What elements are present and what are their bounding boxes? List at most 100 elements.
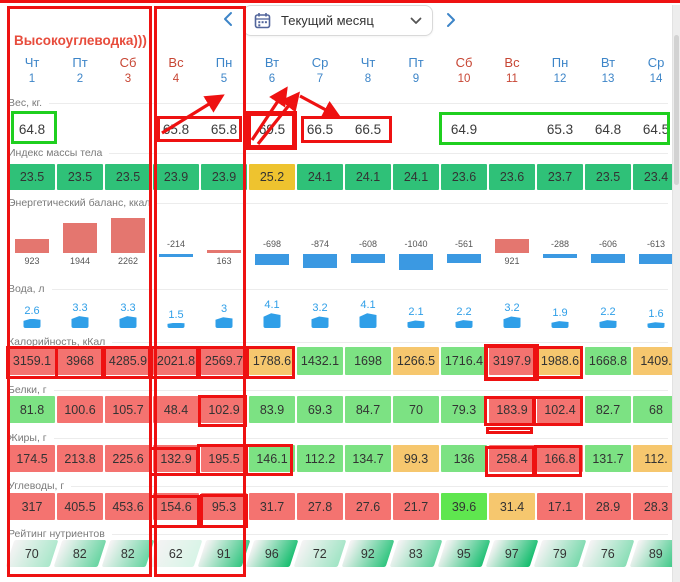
day-abbrev-label: Вс <box>504 55 520 70</box>
day-header[interactable]: Чт 1 <box>8 55 56 89</box>
calories-value: 1266.5 <box>393 347 439 375</box>
proteins-cell: 102.4 <box>536 396 584 423</box>
proteins-value: 79.3 <box>441 396 487 423</box>
energy-cell: 163 <box>200 210 248 282</box>
day-header[interactable]: Вт 13 <box>584 55 632 89</box>
fats-value: 112.2 <box>297 445 343 472</box>
day-number-label: 12 <box>553 73 567 85</box>
energy-cell: -874 <box>296 210 344 282</box>
day-abbrev-label: Вс <box>168 55 184 70</box>
water-row: 2.6 3.3 3.3 1.5 3 4.1 3.2 4.1 2.1 2.2 3.2 1.9 2.2 1.6 <box>8 294 680 330</box>
day-header[interactable]: Вс 11 <box>488 55 536 89</box>
proteins-value: 82.7 <box>585 396 631 423</box>
day-header[interactable]: Пт 2 <box>56 55 104 89</box>
weight-cell <box>392 115 440 145</box>
water-glass-icon <box>311 316 329 328</box>
proteins-value: 183.9 <box>489 396 535 423</box>
proteins-value: 84.7 <box>345 396 391 423</box>
carbs-value: 154.6 <box>153 493 199 520</box>
day-abbrev-label: Пн <box>551 55 569 70</box>
proteins-row: 81.8 100.6 105.7 48.4 102.9 83.9 69.3 84.7 70 79.… <box>8 396 680 423</box>
weight-cell: 64.8 <box>8 115 56 145</box>
rating-shape: 95 <box>437 540 491 567</box>
carbs-cell: 28.9 <box>584 493 632 520</box>
calories-cell: 1698 <box>344 347 392 375</box>
rating-value: 92 <box>361 546 375 561</box>
weight-cell: 65.8 <box>200 115 248 145</box>
weight-value: 66.5 <box>306 122 334 137</box>
day-header[interactable]: Пт 9 <box>392 55 440 89</box>
calories-value: 2569.7 <box>201 347 247 375</box>
next-period-button[interactable] <box>444 12 458 28</box>
row-label-weight: Вес, кг. <box>8 97 668 109</box>
water-glass-icon <box>119 316 137 328</box>
water-cell: 3.3 <box>56 294 104 330</box>
water-glass-icon <box>647 322 665 328</box>
energy-bar <box>495 238 529 253</box>
bmi-cell: 23.5 <box>104 164 152 190</box>
carbs-cell: 405.5 <box>56 493 104 520</box>
fats-value: 132.9 <box>153 445 199 472</box>
rating-shape: 91 <box>197 540 251 567</box>
day-number-label: 2 <box>76 73 84 85</box>
day-header[interactable]: Чт 8 <box>344 55 392 89</box>
proteins-cell: 102.9 <box>200 396 248 423</box>
day-header[interactable]: Сб 10 <box>440 55 488 89</box>
energy-bar <box>591 254 625 264</box>
fats-value: 136 <box>441 445 487 472</box>
calories-cell: 1409. <box>632 347 680 375</box>
water-value: 2.6 <box>24 304 40 317</box>
day-header[interactable]: Вт 6 <box>248 55 296 89</box>
weight-cell <box>488 115 536 145</box>
fats-value: 99.3 <box>393 445 439 472</box>
calories-cell: 1266.5 <box>392 347 440 375</box>
carbs-value: 39.6 <box>441 493 487 520</box>
water-glass-icon <box>263 313 281 328</box>
day-header[interactable]: Пн 12 <box>536 55 584 89</box>
rating-value: 76 <box>601 546 615 561</box>
fats-value: 134.7 <box>345 445 391 472</box>
prev-period-button[interactable] <box>221 11 235 27</box>
calories-cell: 2569.7 <box>200 347 248 375</box>
bmi-value: 23.9 <box>153 164 199 190</box>
vertical-scrollbar[interactable] <box>672 5 680 582</box>
bmi-cell: 24.1 <box>296 164 344 190</box>
day-header[interactable]: Сб 3 <box>104 55 152 89</box>
rating-cell: 79 <box>533 540 587 567</box>
energy-bar <box>111 217 145 253</box>
period-select[interactable]: Текущий месяц <box>243 5 433 36</box>
proteins-value: 83.9 <box>249 396 295 423</box>
energy-cell: 2262 <box>104 210 152 282</box>
scrollbar-thumb[interactable] <box>674 35 679 185</box>
day-abbrev-label: Чт <box>360 55 376 70</box>
water-cell: 1.9 <box>536 294 584 330</box>
weight-value: 64.9 <box>450 122 478 137</box>
bmi-value: 23.5 <box>9 164 55 190</box>
bmi-value: 23.9 <box>201 164 247 190</box>
bmi-cell: 23.9 <box>200 164 248 190</box>
water-cell: 3 <box>200 294 248 330</box>
water-value: 3.3 <box>72 302 88 315</box>
bmi-value: 24.1 <box>393 164 439 190</box>
day-header[interactable]: Ср 14 <box>632 55 680 89</box>
fats-cell: 132.9 <box>152 445 200 472</box>
day-number-label: 5 <box>220 73 228 85</box>
bmi-cell: 23.5 <box>8 164 56 190</box>
day-header-row: Чт 1 Пт 2 Сб 3 Вс 4 Пн 5 Вт 6 Ср 7 Чт 8 Пт 9 Сб 10 Вс 11 Пн 12 В… <box>8 55 680 89</box>
weight-value: 64.8 <box>594 122 622 137</box>
water-cell: 2.2 <box>584 294 632 330</box>
weight-cell: 65.8 <box>152 115 200 145</box>
energy-bar <box>207 250 241 253</box>
day-abbrev-label: Пн <box>215 55 233 70</box>
energy-value: 1944 <box>69 256 91 266</box>
day-header[interactable]: Вс 4 <box>152 55 200 89</box>
calories-value: 1409. <box>633 347 679 375</box>
day-number-label: 6 <box>268 73 276 85</box>
water-glass-icon <box>215 317 233 328</box>
carbs-cell: 95.3 <box>200 493 248 520</box>
calories-value: 1668.8 <box>585 347 631 375</box>
day-header[interactable]: Ср 7 <box>296 55 344 89</box>
rating-shape: 72 <box>293 540 347 567</box>
day-header[interactable]: Пн 5 <box>200 55 248 89</box>
rating-value: 89 <box>649 546 663 561</box>
